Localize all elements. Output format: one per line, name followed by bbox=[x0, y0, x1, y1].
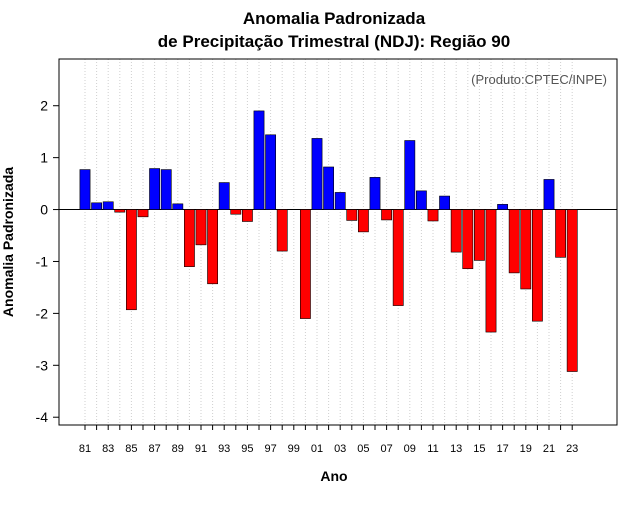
x-tick-label: 89 bbox=[172, 443, 184, 455]
bar-02 bbox=[323, 166, 334, 210]
bar-06 bbox=[369, 177, 381, 210]
bar-00 bbox=[299, 209, 311, 319]
y-tick-label: 2 bbox=[40, 98, 48, 114]
bar-04 bbox=[346, 209, 358, 221]
bar-05 bbox=[357, 209, 369, 233]
x-tick-label: 99 bbox=[288, 443, 300, 455]
x-tick-label: 05 bbox=[357, 443, 369, 455]
x-tick-label: 17 bbox=[496, 443, 508, 455]
x-tick-label: 03 bbox=[334, 443, 346, 455]
chart-title: Anomalia Padronizada bbox=[243, 9, 426, 28]
bar-82 bbox=[91, 202, 102, 210]
x-tick-label: 81 bbox=[79, 443, 91, 455]
bar-09 bbox=[404, 140, 416, 210]
x-tick-label: 95 bbox=[241, 443, 253, 455]
bar-98 bbox=[276, 209, 288, 252]
bar-83 bbox=[102, 201, 114, 210]
bar-11 bbox=[427, 209, 439, 222]
x-tick-label: 11 bbox=[427, 443, 438, 455]
bar-90 bbox=[184, 209, 195, 267]
x-tick-label: 09 bbox=[404, 443, 416, 455]
bar-14 bbox=[462, 209, 474, 270]
x-axis-title: Ano bbox=[320, 468, 347, 484]
bar-85 bbox=[126, 209, 137, 311]
y-axis-title: Anomalia Padronizada bbox=[0, 167, 16, 317]
bar-20 bbox=[531, 209, 543, 322]
bar-19 bbox=[520, 209, 532, 290]
bar-86 bbox=[137, 209, 149, 218]
x-tick-label: 85 bbox=[125, 443, 137, 455]
x-tick-label: 13 bbox=[450, 443, 462, 455]
x-tick-label: 87 bbox=[148, 443, 160, 455]
x-tick-label: 15 bbox=[473, 443, 485, 455]
bar-01 bbox=[311, 138, 323, 210]
bar-81 bbox=[79, 169, 91, 210]
y-tick-label: -4 bbox=[36, 409, 49, 425]
source-annotation: (Produto:CPTEC/INPE) bbox=[471, 72, 607, 87]
bar-23 bbox=[566, 209, 578, 372]
y-tick-label: 0 bbox=[40, 202, 48, 218]
bar-03 bbox=[334, 192, 346, 210]
chart-subtitle: de Precipitação Trimestral (NDJ): Região… bbox=[158, 32, 510, 51]
bar-21 bbox=[543, 179, 555, 210]
bar-22 bbox=[555, 209, 566, 258]
bar-89 bbox=[172, 203, 184, 210]
bar-13 bbox=[450, 209, 462, 253]
bar-16 bbox=[485, 209, 497, 333]
x-tick-label: 83 bbox=[102, 443, 114, 455]
bar-93 bbox=[218, 182, 230, 210]
bar-07 bbox=[381, 209, 392, 221]
y-tick-label: 1 bbox=[40, 150, 48, 166]
x-tick-label: 91 bbox=[195, 443, 207, 455]
x-tick-label: 01 bbox=[311, 443, 323, 455]
bar-12 bbox=[439, 195, 450, 210]
x-tick-label: 97 bbox=[264, 443, 276, 455]
x-tick-label: 21 bbox=[543, 443, 555, 455]
bar-87 bbox=[149, 168, 160, 210]
x-tick-label: 19 bbox=[520, 443, 532, 455]
bar-88 bbox=[160, 169, 172, 210]
bar-10 bbox=[415, 190, 427, 210]
y-tick-label: -2 bbox=[36, 305, 49, 321]
bar-96 bbox=[253, 110, 265, 210]
x-tick-label: 23 bbox=[566, 443, 578, 455]
bar-95 bbox=[242, 209, 253, 222]
y-tick-label: -1 bbox=[36, 253, 49, 269]
plot-frame bbox=[58, 58, 618, 426]
x-axis: 81 83 85 87 89 91 93 95 97 99 01 03 05 07 09 11 13 15 17 19… bbox=[79, 425, 578, 455]
bar-92 bbox=[207, 209, 218, 285]
bar-97 bbox=[265, 134, 276, 210]
bar-17 bbox=[497, 204, 508, 210]
bar-08 bbox=[392, 209, 404, 306]
x-tick-label: 93 bbox=[218, 443, 230, 455]
bars bbox=[79, 110, 578, 372]
bar-94 bbox=[230, 209, 242, 215]
bar-18 bbox=[508, 209, 520, 274]
bar-91 bbox=[195, 209, 207, 246]
y-tick-label: -3 bbox=[36, 357, 49, 373]
bar-84 bbox=[114, 209, 126, 213]
grid bbox=[84, 59, 573, 425]
bar-15 bbox=[473, 209, 485, 261]
y-axis: -4 -3 -2 -1 0 1 2 bbox=[36, 98, 59, 425]
x-tick-label: 07 bbox=[380, 443, 392, 455]
